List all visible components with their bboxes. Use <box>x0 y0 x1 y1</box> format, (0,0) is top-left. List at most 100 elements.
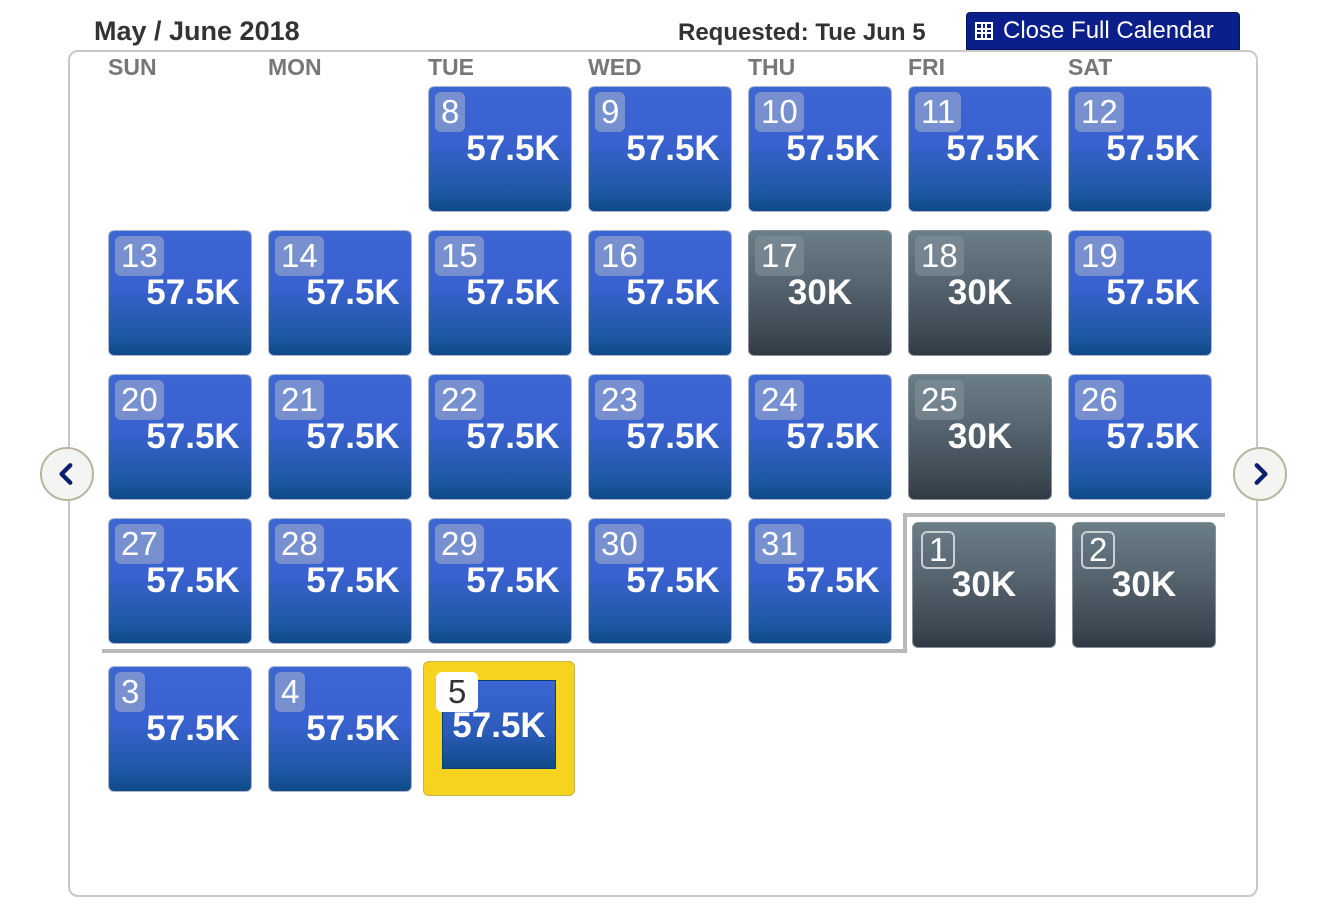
selected-day-cell[interactable]: 5 57.5K <box>423 661 575 796</box>
day-number: 3 <box>115 672 146 712</box>
day-price: 57.5K <box>1106 129 1200 168</box>
day-number: 19 <box>1075 236 1124 276</box>
day-number: 27 <box>115 524 164 564</box>
day-price: 57.5K <box>786 417 880 456</box>
day-price: 57.5K <box>146 273 240 312</box>
chevron-right-icon <box>1254 463 1268 485</box>
month-separator <box>102 649 906 653</box>
day-price: 57.5K <box>1106 273 1200 312</box>
day-number: 17 <box>755 236 804 276</box>
day-price: 57.5K <box>946 129 1040 168</box>
weekday-tue: TUE <box>428 54 474 80</box>
day-cell[interactable]: 29 57.5K <box>428 518 572 644</box>
day-number: 30 <box>595 524 644 564</box>
day-cell[interactable]: 11 57.5K <box>908 86 1052 212</box>
day-number: 9 <box>595 92 626 132</box>
next-month-button[interactable] <box>1233 447 1287 501</box>
day-cell[interactable]: 20 57.5K <box>108 374 252 500</box>
day-price: 57.5K <box>626 129 720 168</box>
day-price: 57.5K <box>786 129 880 168</box>
day-price: 57.5K <box>146 561 240 600</box>
day-number: 16 <box>595 236 644 276</box>
day-number: 5 <box>436 672 479 712</box>
day-cell[interactable]: 9 57.5K <box>588 86 732 212</box>
day-cell[interactable]: 22 57.5K <box>428 374 572 500</box>
weekday-thu: THU <box>748 54 796 80</box>
day-number: 11 <box>915 92 962 132</box>
day-cell[interactable]: 14 57.5K <box>268 230 412 356</box>
day-price: 57.5K <box>146 417 240 456</box>
requested-date: Requested: Tue Jun 5 <box>678 19 926 46</box>
weekday-wed: WED <box>588 54 642 80</box>
day-cell[interactable]: 25 30K <box>908 374 1052 500</box>
day-cell[interactable]: 27 57.5K <box>108 518 252 644</box>
day-price: 57.5K <box>466 561 560 600</box>
day-price: 57.5K <box>1106 417 1200 456</box>
day-price: 57.5K <box>466 273 560 312</box>
day-cell[interactable]: 3 57.5K <box>108 666 252 792</box>
day-cell[interactable]: 15 57.5K <box>428 230 572 356</box>
day-number: 4 <box>275 672 306 712</box>
weekday-sun: SUN <box>108 54 157 80</box>
day-number: 28 <box>275 524 324 564</box>
day-price: 57.5K <box>306 709 400 748</box>
day-cell[interactable]: 31 57.5K <box>748 518 892 644</box>
day-number: 23 <box>595 380 644 420</box>
day-price: 57.5K <box>306 273 400 312</box>
weekday-fri: FRI <box>908 54 946 80</box>
day-price: 57.5K <box>306 561 400 600</box>
day-price: 30K <box>787 273 853 312</box>
day-number: 1 <box>921 531 956 569</box>
day-number: 29 <box>435 524 484 564</box>
day-price: 57.5K <box>626 273 720 312</box>
day-number: 21 <box>275 380 324 420</box>
day-number: 18 <box>915 236 964 276</box>
weekday-mon: MON <box>268 54 322 80</box>
day-cell[interactable]: 13 57.5K <box>108 230 252 356</box>
day-cell[interactable]: 26 57.5K <box>1068 374 1212 500</box>
day-cell[interactable]: 30 57.5K <box>588 518 732 644</box>
day-cell[interactable]: 1 30K <box>912 522 1056 648</box>
day-cell[interactable]: 17 30K <box>748 230 892 356</box>
day-cell[interactable]: 23 57.5K <box>588 374 732 500</box>
day-price: 57.5K <box>466 129 560 168</box>
day-number: 15 <box>435 236 484 276</box>
day-price: 57.5K <box>626 561 720 600</box>
day-cell[interactable]: 10 57.5K <box>748 86 892 212</box>
day-number: 31 <box>755 524 804 564</box>
day-price: 57.5K <box>306 417 400 456</box>
grid-icon <box>975 22 993 40</box>
chevron-left-icon <box>59 463 73 485</box>
day-cell[interactable]: 19 57.5K <box>1068 230 1212 356</box>
day-price: 57.5K <box>466 417 560 456</box>
day-number: 24 <box>755 380 804 420</box>
day-number: 12 <box>1075 92 1124 132</box>
close-full-calendar-button[interactable]: Close Full Calendar <box>966 12 1240 50</box>
day-cell[interactable]: 21 57.5K <box>268 374 412 500</box>
day-cell[interactable]: 28 57.5K <box>268 518 412 644</box>
day-number: 13 <box>115 236 164 276</box>
day-number: 10 <box>755 92 804 132</box>
day-price: 57.5K <box>626 417 720 456</box>
day-number: 25 <box>915 380 964 420</box>
day-price: 57.5K <box>452 706 546 745</box>
day-cell[interactable]: 12 57.5K <box>1068 86 1212 212</box>
day-number: 20 <box>115 380 164 420</box>
day-cell[interactable]: 8 57.5K <box>428 86 572 212</box>
day-number: 26 <box>1075 380 1124 420</box>
day-number: 14 <box>275 236 324 276</box>
day-cell[interactable]: 4 57.5K <box>268 666 412 792</box>
month-separator <box>903 513 907 653</box>
day-cell[interactable]: 24 57.5K <box>748 374 892 500</box>
month-title: May / June 2018 <box>94 16 300 46</box>
previous-month-button[interactable] <box>40 447 94 501</box>
day-number: 22 <box>435 380 484 420</box>
day-number: 8 <box>435 92 466 132</box>
day-price: 30K <box>947 273 1013 312</box>
month-separator <box>903 513 1225 517</box>
day-number: 2 <box>1081 531 1116 569</box>
day-cell[interactable]: 16 57.5K <box>588 230 732 356</box>
day-cell[interactable]: 2 30K <box>1072 522 1216 648</box>
day-cell[interactable]: 18 30K <box>908 230 1052 356</box>
day-price: 57.5K <box>786 561 880 600</box>
